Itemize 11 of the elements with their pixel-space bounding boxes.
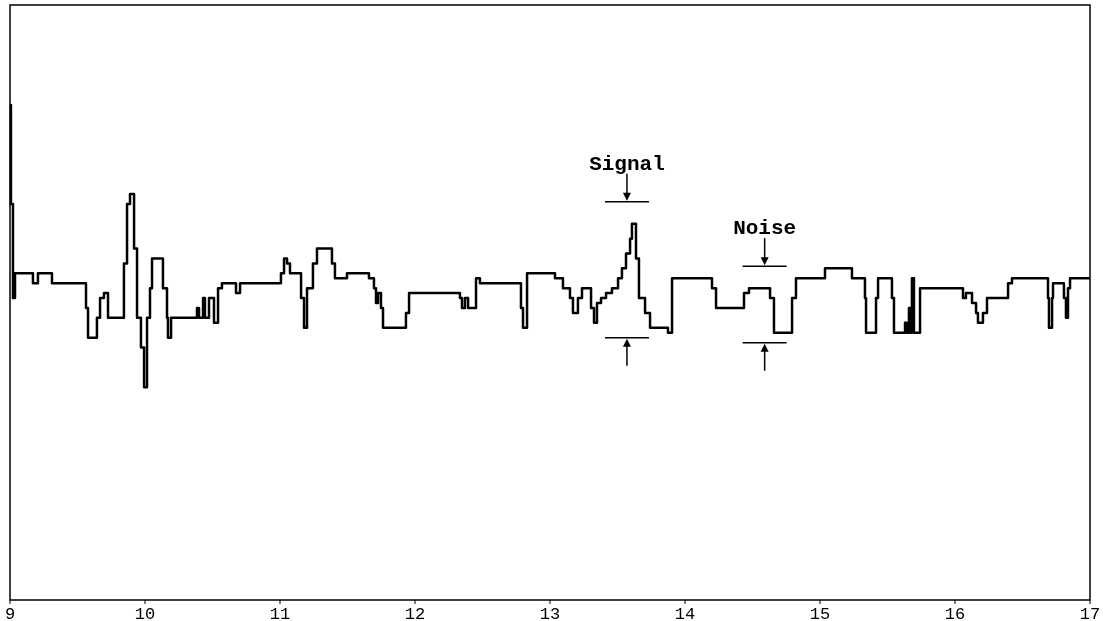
- x-tick-label: 16: [944, 605, 966, 621]
- x-tick-label: 11: [269, 605, 291, 621]
- x-tick-label: 9: [4, 605, 16, 621]
- annotation: Noise: [733, 217, 797, 241]
- x-tick-label: 10: [134, 605, 156, 621]
- annotation: Signal: [589, 152, 665, 176]
- x-tick-label: 15: [809, 605, 831, 621]
- x-tick-label: 14: [674, 605, 696, 621]
- x-tick-label: 13: [539, 605, 561, 621]
- x-tick-label: 17: [1079, 605, 1101, 621]
- x-tick-label: 12: [404, 605, 426, 621]
